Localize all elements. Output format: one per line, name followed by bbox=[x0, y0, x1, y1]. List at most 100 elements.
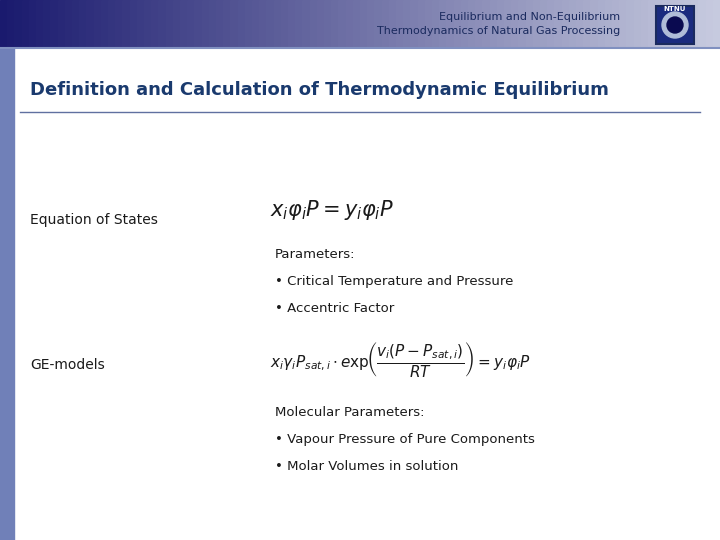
Bar bbox=[86, 0, 94, 48]
Bar bbox=[533, 0, 541, 48]
Bar bbox=[22, 0, 30, 48]
Text: Equilibrium and Non-Equilibrium: Equilibrium and Non-Equilibrium bbox=[439, 12, 620, 22]
Bar bbox=[281, 0, 289, 48]
Bar bbox=[310, 0, 318, 48]
Bar bbox=[180, 0, 188, 48]
Bar bbox=[374, 0, 382, 48]
Bar bbox=[266, 0, 274, 48]
Bar bbox=[713, 0, 720, 48]
Bar bbox=[698, 0, 706, 48]
Bar bbox=[238, 0, 246, 48]
Bar bbox=[389, 0, 397, 48]
Text: NTNU: NTNU bbox=[664, 6, 686, 12]
Bar bbox=[482, 0, 490, 48]
Bar bbox=[634, 0, 642, 48]
Bar bbox=[122, 0, 130, 48]
Bar bbox=[43, 0, 51, 48]
Bar bbox=[50, 0, 58, 48]
Text: Parameters:: Parameters: bbox=[275, 248, 356, 261]
Bar bbox=[14, 0, 22, 48]
Bar bbox=[36, 0, 44, 48]
Bar bbox=[612, 0, 620, 48]
Bar bbox=[252, 0, 260, 48]
Bar bbox=[475, 0, 483, 48]
Bar bbox=[691, 0, 699, 48]
Bar bbox=[166, 0, 174, 48]
Bar bbox=[0, 0, 8, 48]
Bar bbox=[72, 0, 80, 48]
Bar bbox=[274, 0, 282, 48]
Bar bbox=[670, 0, 678, 48]
Bar bbox=[216, 0, 224, 48]
Bar bbox=[569, 0, 577, 48]
Text: GE-models: GE-models bbox=[30, 358, 104, 372]
Bar bbox=[439, 0, 447, 48]
Bar bbox=[605, 0, 613, 48]
Bar bbox=[360, 0, 368, 48]
Bar bbox=[130, 0, 138, 48]
Bar bbox=[259, 0, 267, 48]
Circle shape bbox=[662, 12, 688, 38]
Bar bbox=[598, 0, 606, 48]
Bar bbox=[677, 0, 685, 48]
Bar bbox=[58, 0, 66, 48]
Bar bbox=[655, 0, 663, 48]
Bar bbox=[410, 0, 418, 48]
Circle shape bbox=[667, 17, 683, 33]
Bar bbox=[590, 0, 598, 48]
Bar bbox=[706, 0, 714, 48]
Text: • Accentric Factor: • Accentric Factor bbox=[275, 302, 395, 315]
Bar bbox=[338, 0, 346, 48]
Bar bbox=[101, 0, 109, 48]
Bar bbox=[382, 0, 390, 48]
Bar bbox=[454, 0, 462, 48]
Bar bbox=[209, 0, 217, 48]
Text: • Vapour Pressure of Pure Components: • Vapour Pressure of Pure Components bbox=[275, 433, 535, 446]
Bar bbox=[526, 0, 534, 48]
Text: $x_i\gamma_i P_{sat,i} \cdot e\mathrm{xp}\!\left(\dfrac{v_i\left(P - P_{sat,i}\r: $x_i\gamma_i P_{sat,i} \cdot e\mathrm{xp… bbox=[270, 341, 531, 380]
Bar bbox=[115, 0, 123, 48]
Bar bbox=[425, 0, 433, 48]
Bar bbox=[504, 0, 512, 48]
Bar bbox=[396, 0, 404, 48]
Bar bbox=[346, 0, 354, 48]
Bar bbox=[403, 0, 411, 48]
Text: Molecular Parameters:: Molecular Parameters: bbox=[275, 406, 425, 419]
Bar bbox=[490, 0, 498, 48]
Bar bbox=[230, 0, 238, 48]
Bar bbox=[137, 0, 145, 48]
Bar bbox=[187, 0, 195, 48]
Text: Definition and Calculation of Thermodynamic Equilibrium: Definition and Calculation of Thermodyna… bbox=[30, 81, 609, 99]
Bar bbox=[65, 0, 73, 48]
Bar bbox=[295, 0, 303, 48]
Bar bbox=[194, 0, 202, 48]
Bar bbox=[288, 0, 296, 48]
Bar bbox=[547, 0, 555, 48]
Bar bbox=[151, 0, 159, 48]
Bar bbox=[302, 0, 310, 48]
Text: $x_i\varphi_i P = y_i\varphi_i P$: $x_i\varphi_i P = y_i\varphi_i P$ bbox=[270, 198, 394, 222]
Bar bbox=[367, 0, 375, 48]
Text: • Molar Volumes in solution: • Molar Volumes in solution bbox=[275, 460, 459, 472]
Bar bbox=[554, 0, 562, 48]
Bar bbox=[7, 0, 15, 48]
Bar bbox=[324, 0, 332, 48]
FancyBboxPatch shape bbox=[656, 6, 694, 44]
Bar bbox=[29, 0, 37, 48]
Bar bbox=[562, 0, 570, 48]
Bar bbox=[619, 0, 627, 48]
Bar bbox=[497, 0, 505, 48]
Bar bbox=[468, 0, 476, 48]
Bar bbox=[446, 0, 454, 48]
Text: Thermodynamics of Natural Gas Processing: Thermodynamics of Natural Gas Processing bbox=[377, 26, 620, 36]
Bar bbox=[662, 0, 670, 48]
Bar bbox=[576, 0, 584, 48]
Bar bbox=[108, 0, 116, 48]
Bar bbox=[94, 0, 102, 48]
Bar bbox=[79, 0, 87, 48]
Bar bbox=[461, 0, 469, 48]
Bar bbox=[0, 48, 14, 540]
Text: • Critical Temperature and Pressure: • Critical Temperature and Pressure bbox=[275, 275, 513, 288]
Bar bbox=[317, 0, 325, 48]
Bar bbox=[648, 0, 656, 48]
